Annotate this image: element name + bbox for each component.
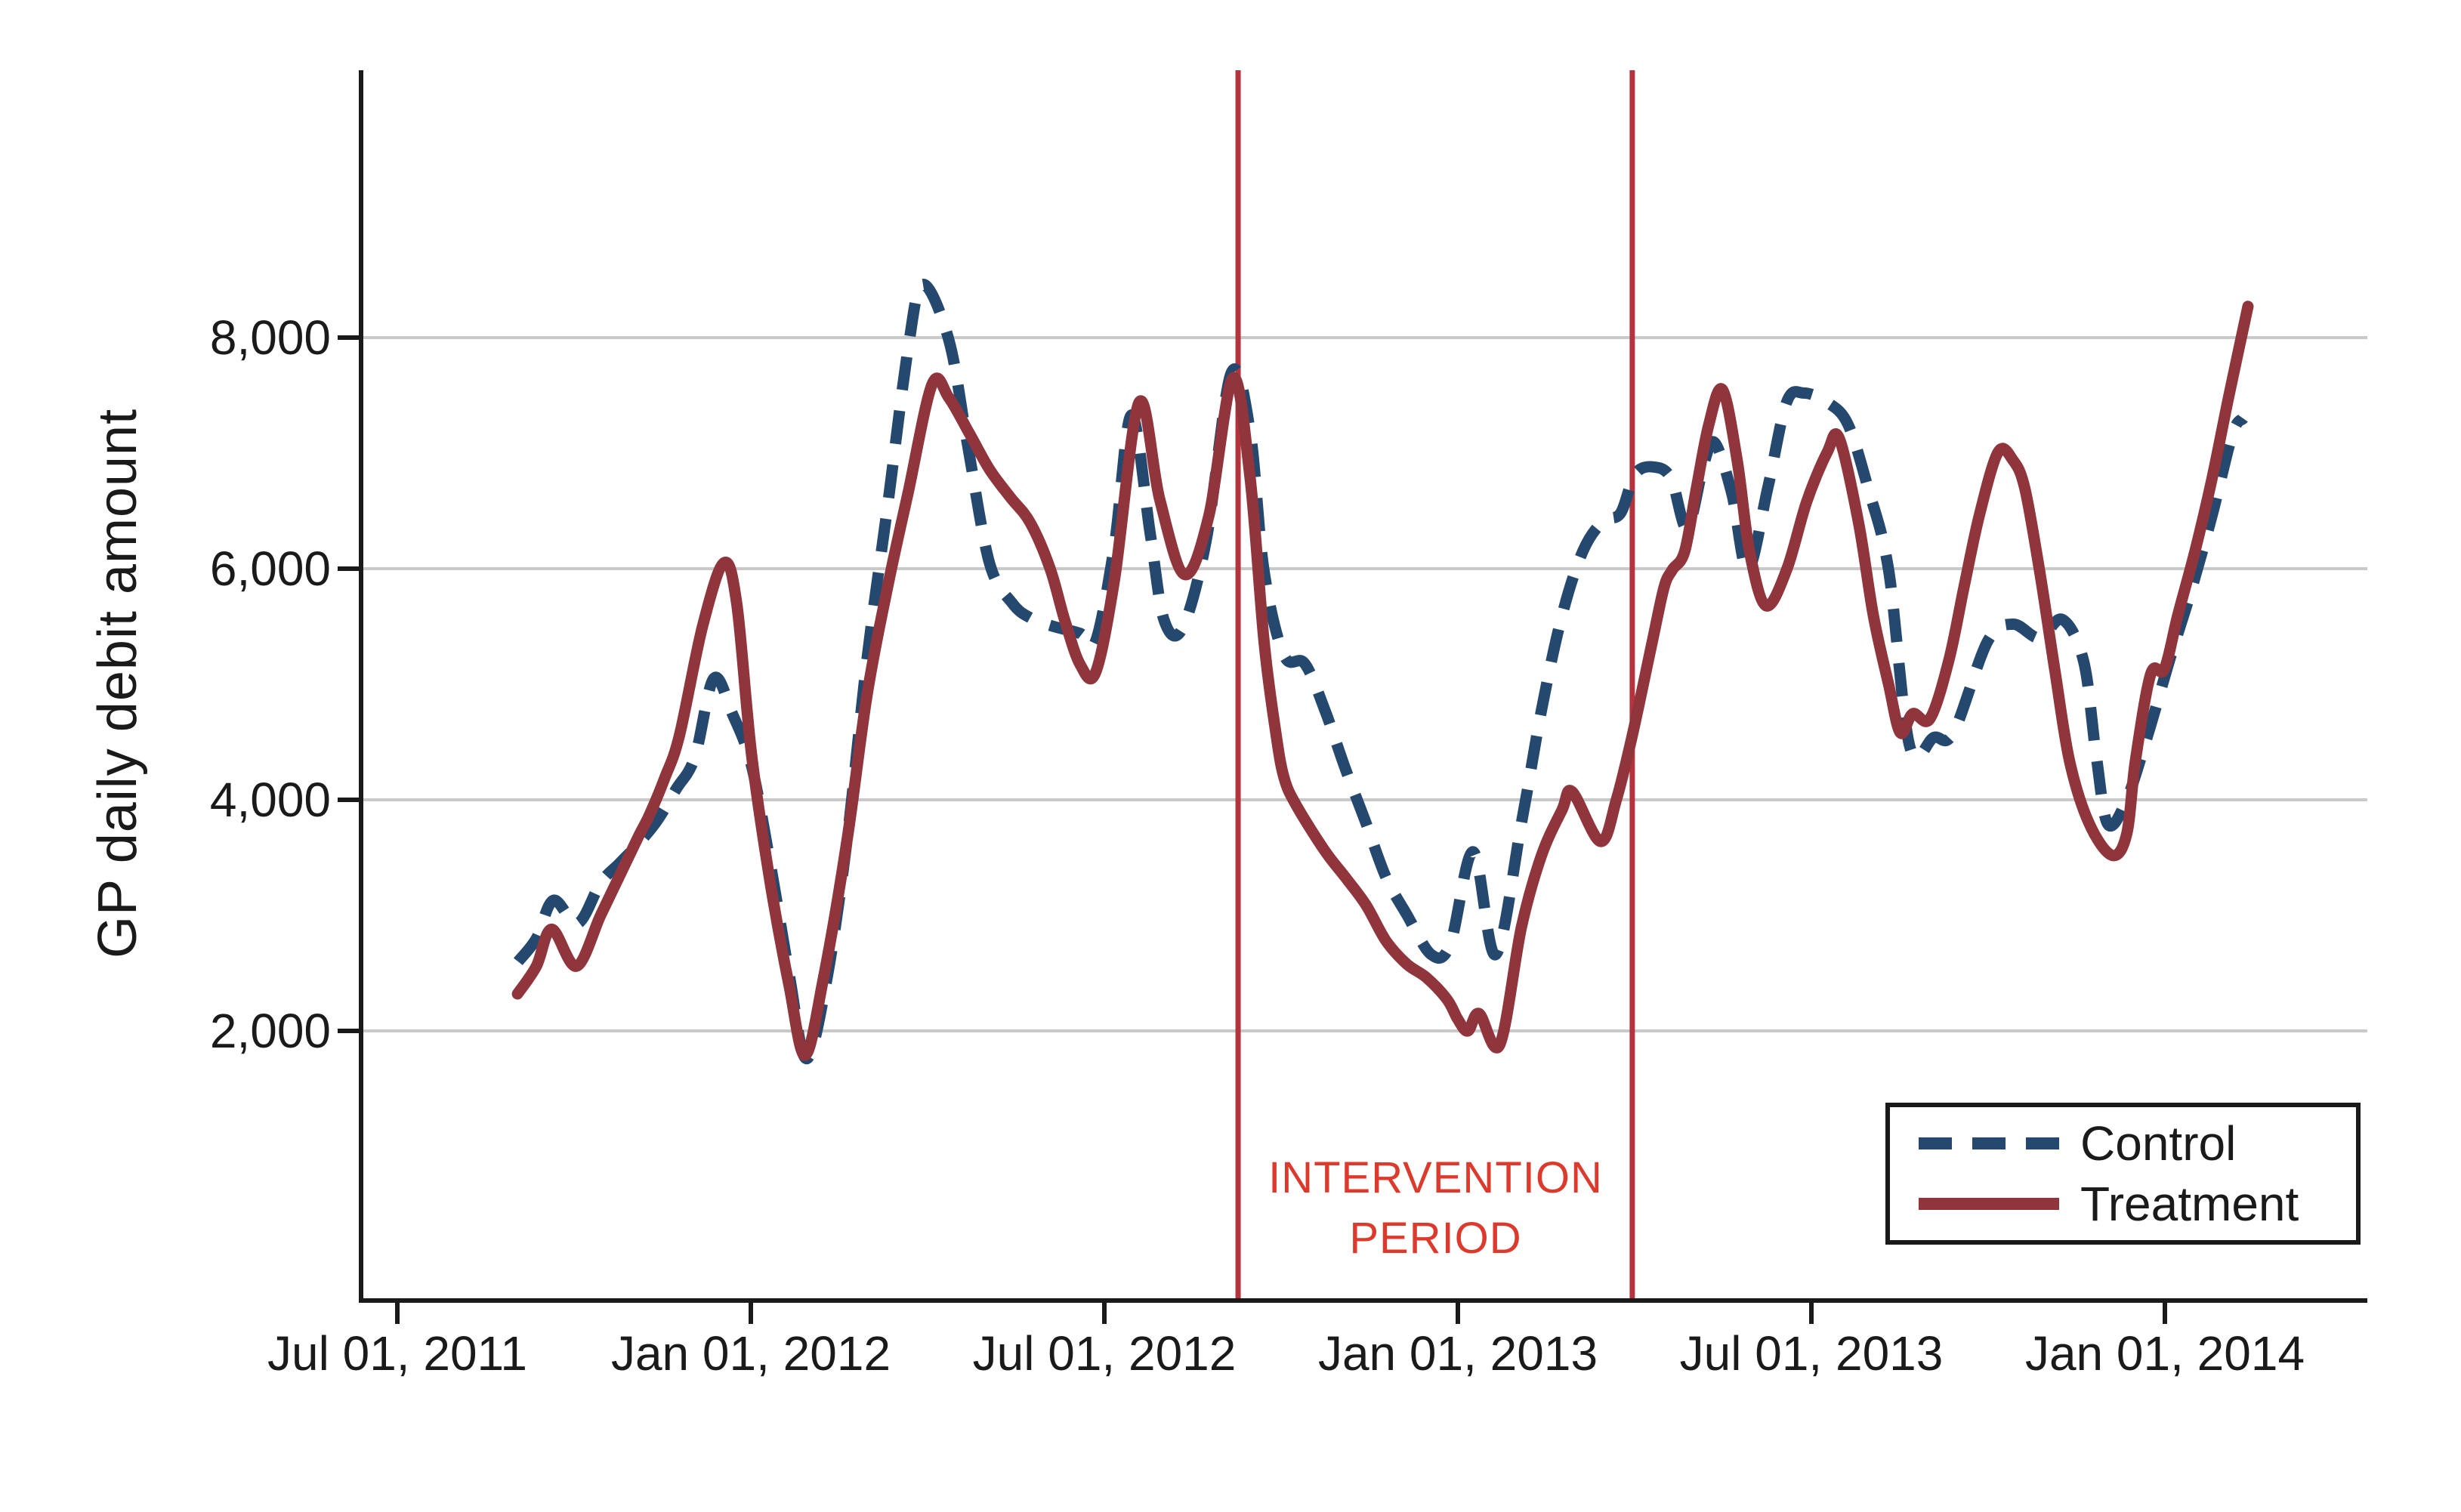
intervention-annotation: INTERVENTION PERIOD <box>1241 1148 1630 1269</box>
data-series <box>511 279 2254 1065</box>
x-tick-label: Jul 01, 2013 <box>1680 1326 1944 1381</box>
intervention-annotation-line2: PERIOD <box>1349 1214 1522 1263</box>
x-tick-label: Jul 01, 2012 <box>973 1326 1237 1381</box>
y-tick-label: 8,000 <box>210 310 331 365</box>
y-axis-title: GP daily debit amount <box>88 408 148 959</box>
y-tick-label: 4,000 <box>210 773 331 827</box>
x-tick-label: Jan 01, 2013 <box>1318 1326 1598 1381</box>
treatment-solid-line-sample <box>1919 1198 2059 1210</box>
x-tick-label: Jan 01, 2014 <box>2025 1326 2305 1381</box>
legend: Control Treatment <box>1885 1103 2361 1245</box>
legend-row-treatment: Treatment <box>1890 1179 2356 1229</box>
tick-labels: 2,000 4,000 6,000 8,000 Jul 01, 2011 Jan 01, … <box>210 310 2305 1381</box>
legend-label-treatment: Treatment <box>2080 1177 2299 1231</box>
legend-row-control: Control <box>1890 1119 2356 1168</box>
y-tick-label: 6,000 <box>210 542 331 596</box>
legend-label-control: Control <box>2080 1116 2237 1171</box>
intervention-annotation-line1: INTERVENTION <box>1268 1153 1603 1202</box>
gridlines <box>361 336 2367 1032</box>
x-tick-label: Jul 01, 2011 <box>267 1326 527 1381</box>
intervention-vlines <box>1235 70 1635 1298</box>
x-tick-label: Jan 01, 2012 <box>611 1326 891 1381</box>
axes <box>338 70 2367 1324</box>
y-tick-label: 2,000 <box>210 1004 331 1058</box>
control-dashed-line-sample <box>1919 1137 2059 1149</box>
treatment-series-line <box>511 301 2254 1061</box>
